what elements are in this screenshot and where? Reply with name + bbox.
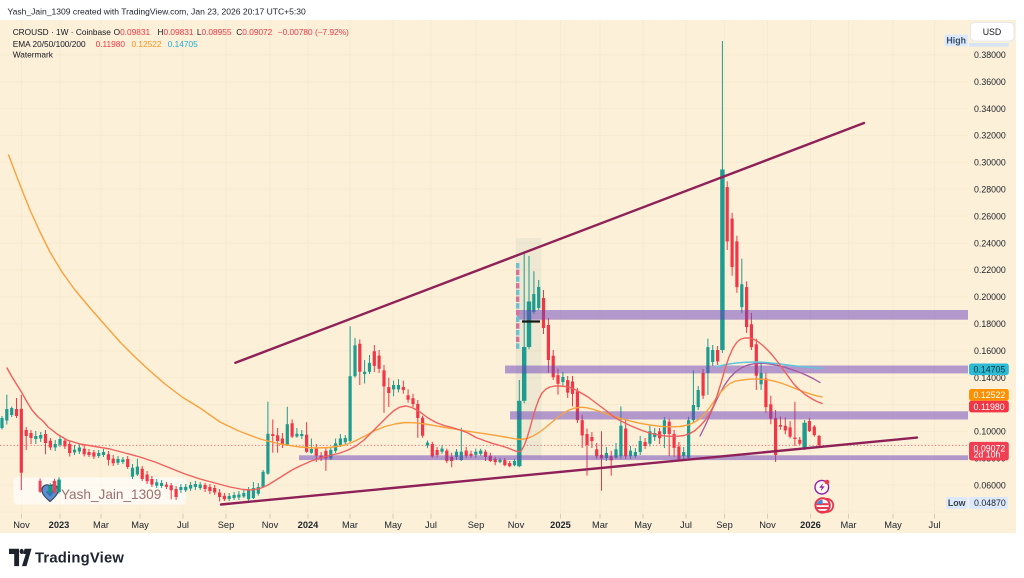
svg-text:0.36000: 0.36000 [974,77,1006,87]
svg-text:High: High [946,36,966,46]
svg-text:Mar: Mar [93,520,109,530]
svg-text:0.14705: 0.14705 [168,39,198,49]
svg-text:Sep: Sep [716,520,733,530]
svg-text:0.12522: 0.12522 [974,390,1006,400]
svg-text:Yash_Jain_1309 created with Tr: Yash_Jain_1309 created with TradingView.… [8,7,307,17]
svg-text:0.24000: 0.24000 [974,238,1006,248]
svg-text:Jul: Jul [680,520,692,530]
svg-text:0.14705: 0.14705 [974,365,1006,375]
svg-text:Mar: Mar [342,520,358,530]
svg-text:Nov: Nov [262,520,279,530]
svg-text:0.14000: 0.14000 [974,373,1006,383]
svg-text:2d 10h: 2d 10h [974,450,1001,460]
svg-text:Jul: Jul [425,520,437,530]
svg-text:Sep: Sep [218,520,235,530]
svg-text:2026: 2026 [800,520,821,530]
svg-text:Nov: Nov [508,520,525,530]
svg-text:May: May [634,520,652,530]
svg-text:0.04870: 0.04870 [974,498,1006,508]
svg-text:H0.09831: H0.09831 [158,27,194,37]
svg-text:May: May [884,520,902,530]
svg-text:2024: 2024 [298,520,320,530]
svg-text:Low: Low [948,498,966,508]
svg-text:Sep: Sep [468,520,485,530]
svg-text:Jul: Jul [929,520,941,530]
svg-text:USD: USD [983,27,1002,37]
svg-text:C0.09072: C0.09072 [236,27,272,37]
svg-text:CROUSD · 1W · Coinbase: CROUSD · 1W · Coinbase [13,27,112,37]
svg-text:0.22000: 0.22000 [974,265,1006,275]
svg-text:0.10000: 0.10000 [974,427,1006,437]
svg-text:Nov: Nov [759,520,776,530]
svg-text:TradingView: TradingView [35,551,124,567]
svg-text:2023: 2023 [49,520,70,530]
svg-text:O0.09831: O0.09831 [114,27,151,37]
svg-text:0.34000: 0.34000 [974,104,1006,114]
svg-text:L0.08955: L0.08955 [197,27,232,37]
svg-text:0.28000: 0.28000 [974,185,1006,195]
svg-text:May: May [384,520,402,530]
svg-text:0.11980: 0.11980 [974,402,1005,412]
svg-text:EMA 20/50/100/200: EMA 20/50/100/200 [13,39,86,49]
svg-text:0.09072: 0.09072 [974,443,1006,453]
svg-text:Watermark: Watermark [13,50,54,60]
svg-text:0.06000: 0.06000 [974,480,1006,490]
svg-text:0.26000: 0.26000 [974,211,1006,221]
svg-text:Yash_Jain_1309: Yash_Jain_1309 [61,487,161,502]
svg-text:0.18000: 0.18000 [974,319,1006,329]
svg-text:0.38000: 0.38000 [974,50,1006,60]
svg-text:0.32000: 0.32000 [974,131,1006,141]
svg-text:0.12522: 0.12522 [132,39,162,49]
svg-text:0.16000: 0.16000 [974,346,1006,356]
svg-text:0.11980: 0.11980 [96,39,126,49]
svg-text:Nov: Nov [13,520,30,530]
svg-text:Mar: Mar [840,520,856,530]
svg-text:0.30000: 0.30000 [974,158,1006,168]
svg-text:Jul: Jul [177,520,189,530]
svg-text:May: May [131,520,149,530]
svg-text:−0.00780 (−7.92%): −0.00780 (−7.92%) [278,27,349,37]
svg-text:Mar: Mar [592,520,608,530]
svg-text:2025: 2025 [550,520,571,530]
svg-text:0.20000: 0.20000 [974,292,1006,302]
